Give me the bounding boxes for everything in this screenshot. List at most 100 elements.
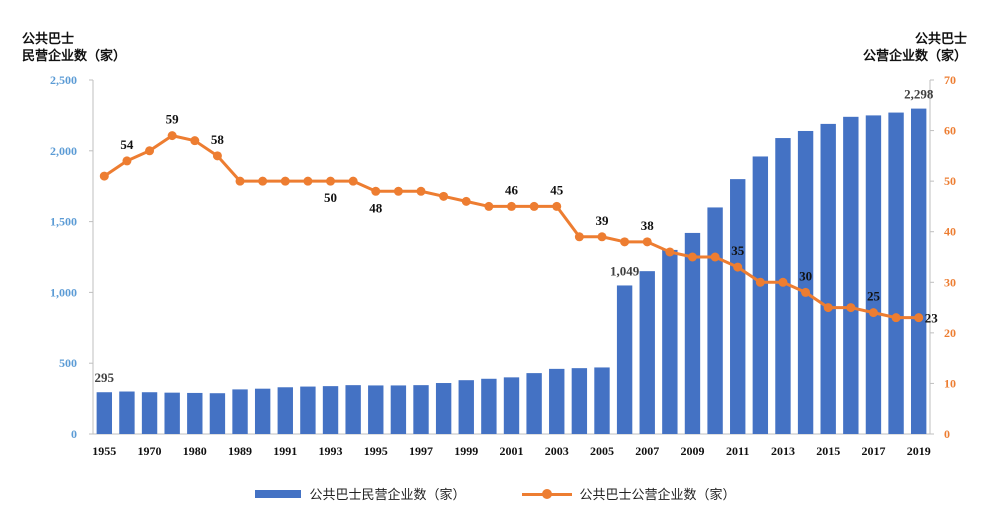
- legend-line-swatch: [521, 488, 572, 500]
- x-tick-label: 1970: [138, 444, 162, 458]
- line-data-label: 48: [369, 200, 383, 215]
- line-point: [258, 176, 268, 186]
- x-tick-label: 1991: [273, 444, 297, 458]
- line-point: [620, 237, 630, 247]
- bar: [300, 386, 316, 434]
- line-point: [371, 186, 381, 196]
- line-point: [280, 176, 290, 186]
- bar: [413, 385, 429, 434]
- x-tick-label: 2001: [500, 444, 524, 458]
- line-point: [868, 308, 878, 318]
- x-tick-label: 1997: [409, 444, 433, 458]
- line-data-label: 23: [925, 311, 939, 326]
- left-axis-title-line1: 公共巴士: [22, 31, 75, 46]
- left-tick-label: 0: [71, 427, 77, 441]
- right-tick-label: 60: [944, 124, 956, 138]
- line-point: [823, 303, 833, 313]
- x-tick-label: 1980: [183, 444, 207, 458]
- bar: [843, 116, 859, 434]
- line-point: [665, 247, 675, 257]
- legend-bar-swatch: [255, 489, 302, 498]
- right-tick-label: 0: [944, 427, 950, 441]
- line-point: [597, 232, 607, 242]
- bar: [684, 232, 701, 434]
- bar: [232, 389, 248, 434]
- line-data-label: 58: [211, 132, 225, 147]
- legend-item-bar: 公共巴士民营企业数（家）: [255, 484, 466, 503]
- bar-data-label: 2,298: [904, 87, 934, 102]
- bar: [390, 385, 407, 434]
- legend-line-label: 公共巴士公营企业数（家）: [579, 487, 736, 502]
- line-data-label: 30: [799, 268, 812, 283]
- right-tick-label: 20: [944, 326, 956, 340]
- bar: [910, 108, 927, 434]
- line-point: [235, 176, 245, 186]
- legend-bar-label: 公共巴士民营企业数（家）: [309, 487, 466, 502]
- line-point: [778, 277, 788, 287]
- bar: [345, 385, 361, 434]
- bar: [254, 388, 271, 434]
- bar: [96, 392, 113, 434]
- line-point: [552, 201, 562, 211]
- bar: [730, 179, 746, 434]
- bar: [164, 392, 180, 434]
- legend-item-line: 公共巴士公营企业数（家）: [521, 484, 736, 503]
- right-axis-title: 公共巴士 公营企业数（家）: [863, 30, 967, 64]
- bar: [888, 112, 904, 435]
- line-point: [145, 146, 155, 156]
- right-tick-label: 10: [944, 376, 956, 390]
- bar: [526, 373, 542, 434]
- bar: [594, 367, 610, 434]
- line-data-label: 50: [324, 190, 337, 205]
- line-point: [642, 237, 652, 247]
- line-point: [212, 151, 222, 161]
- x-tick-label: 2019: [907, 444, 931, 458]
- left-tick-label: 2,000: [50, 144, 77, 158]
- bar: [481, 378, 497, 434]
- line-point: [190, 136, 200, 146]
- bar: [435, 383, 452, 434]
- left-axis-title-line2: 民营企业数（家）: [22, 48, 127, 63]
- combo-chart: 0 500 1,000 1,500 2,000 2,500 0 10 20 30 40 50 60 70 1…: [50, 73, 956, 458]
- left-axis-title: 公共巴士 民营企业数（家）: [22, 30, 126, 64]
- bar: [662, 249, 678, 434]
- left-tick-label: 2,500: [50, 73, 77, 87]
- x-tick-label: 1989: [228, 444, 252, 458]
- bar: [707, 207, 723, 434]
- bar: [797, 130, 814, 434]
- bar-data-label: 1,049: [610, 263, 640, 278]
- line-point: [461, 196, 471, 206]
- x-tick-label: 2015: [816, 444, 840, 458]
- bar: [616, 285, 633, 434]
- line-point: [846, 303, 856, 313]
- line-point: [303, 176, 313, 186]
- left-tick-label: 500: [59, 356, 77, 370]
- x-tick-label: 2007: [635, 444, 659, 458]
- right-tick-label: 70: [944, 73, 956, 87]
- right-axis-title-line2: 公营企业数（家）: [862, 48, 967, 63]
- line-data-label: 25: [867, 289, 881, 304]
- line-point: [439, 191, 449, 201]
- line-series: [103, 134, 919, 320]
- x-tick-label: 1995: [364, 444, 388, 458]
- x-tick-label: 2003: [545, 444, 569, 458]
- line-point: [122, 156, 132, 166]
- line-point: [891, 313, 901, 323]
- bar: [141, 392, 158, 434]
- line-point: [507, 201, 516, 211]
- line-point: [326, 176, 336, 186]
- bar: [119, 391, 135, 434]
- bar: [277, 387, 293, 434]
- right-tick-label: 50: [944, 174, 956, 188]
- bar: [820, 123, 836, 435]
- line-point: [710, 252, 720, 262]
- right-tick-label: 30: [944, 275, 956, 289]
- bar: [549, 368, 565, 434]
- line-point: [801, 287, 811, 297]
- x-tick-label: 1955: [92, 444, 116, 458]
- right-tick-label: 40: [944, 225, 956, 239]
- bar: [458, 380, 474, 434]
- x-tick-label: 2009: [680, 444, 704, 458]
- x-tick-label: 2005: [590, 444, 614, 458]
- line-point: [167, 131, 177, 141]
